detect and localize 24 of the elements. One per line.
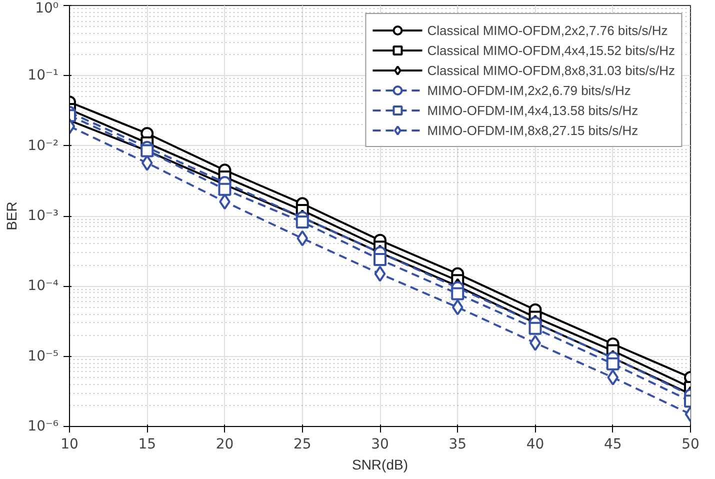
x-axis-title: SNR(dB) [352,456,408,472]
y-tick-label: 10⁰ [35,0,59,16]
y-tick-label: 10⁻³ [28,208,59,224]
legend-label: Classical MIMO-OFDM,2x2,7.76 bits/s/Hz [427,22,668,38]
legend-label: MIMO-OFDM-IM,8x8,27.15 bits/s/Hz [427,122,638,138]
x-tick-label: 10 [60,436,78,452]
y-tick-label: 10⁻⁶ [28,418,59,434]
y-tick-label: 10⁻⁵ [28,348,59,364]
x-tick-label: 40 [526,436,544,452]
x-tick-label: 50 [682,436,700,452]
y-tick-label: 10⁻¹ [28,68,59,84]
y-axis-title: BER [4,202,20,230]
x-tick-label: 35 [448,436,467,452]
x-tick-label: 25 [293,436,312,452]
y-tick-label: 10⁻⁴ [28,278,59,294]
legend-label: Classical MIMO-OFDM,8x8,31.03 bits/s/Hz [427,62,675,78]
x-tick-label: 45 [604,436,622,452]
x-tick-label: 20 [216,436,234,452]
legend-label: Classical MIMO-OFDM,4x4,15.52 bits/s/Hz [427,42,675,58]
x-tick-label: 30 [371,436,389,452]
y-tick-label: 10⁻² [28,138,59,154]
x-tick-label: 15 [138,436,156,452]
legend-label: MIMO-OFDM-IM,2x2,6.79 bits/s/Hz [427,82,631,98]
legend-label: MIMO-OFDM-IM,4x4,13.58 bits/s/Hz [427,102,638,118]
